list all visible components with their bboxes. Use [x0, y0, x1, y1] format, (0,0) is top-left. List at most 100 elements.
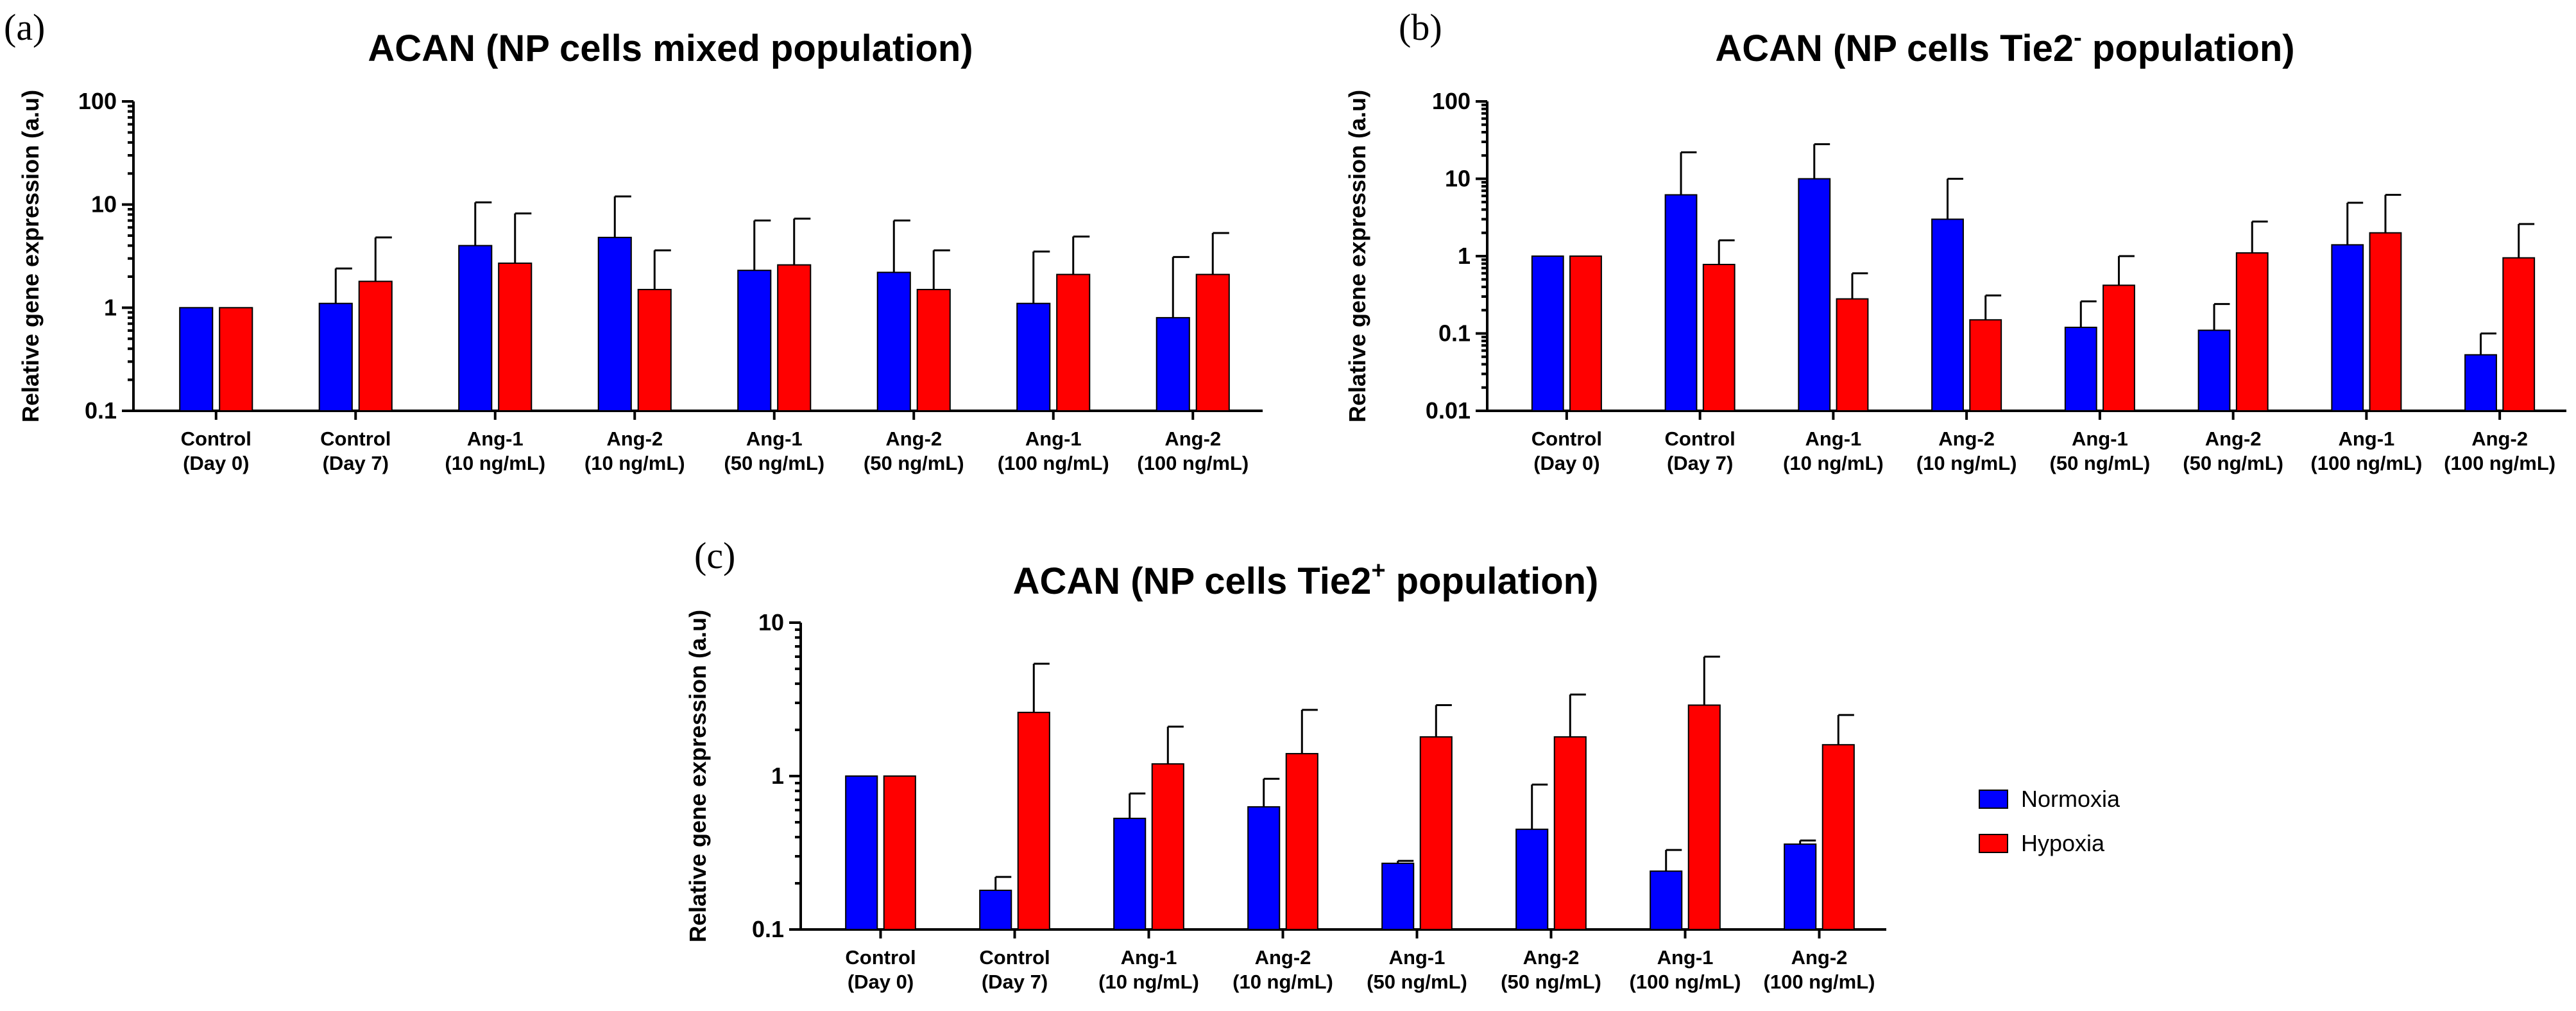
bar-a-normoxia-6 [1016, 302, 1051, 412]
x-tick-sublabel-a: (Day 7) [323, 452, 389, 474]
panel-label-b: (b) [1399, 6, 1442, 48]
chart-title-a: ACAN (NP cells mixed population) [368, 28, 973, 69]
x-tick-label-a: Ang-1 [1025, 428, 1082, 450]
x-tick-sublabel-a: (50 ng/mL) [864, 452, 964, 474]
x-tick-label-b: Control [1665, 428, 1736, 450]
x-tick-sublabel-c: (Day 0) [848, 971, 914, 993]
y-tick-label-c: 1 [771, 763, 784, 789]
bar-c-normoxia-2 [1113, 817, 1147, 930]
bar-c-normoxia-6 [1650, 870, 1683, 930]
x-tick-label-c: Ang-2 [1255, 946, 1311, 969]
plot-area-c: Relative gene expression (a.u) 0.1 1 10 Cont… [685, 609, 1886, 993]
x-tick-sublabel-a: (10 ng/mL) [584, 452, 685, 474]
y-tick-label-b: 10 [1445, 166, 1471, 192]
bar-b-normoxia-1 [1664, 194, 1698, 411]
y-tick-label-a: 100 [78, 88, 117, 114]
bar-b-hypoxia-6 [2369, 232, 2402, 411]
bar-a-hypoxia-1 [358, 281, 393, 411]
bar-a-hypoxia-0 [219, 307, 253, 412]
x-tick-label-a: Ang-2 [606, 428, 663, 450]
chart-title-b: ACAN (NP cells Tie2- population) [1715, 24, 2294, 69]
plot-area-b: Relative gene expression (a.u) 0.01 0.1 1 10… [1344, 88, 2566, 474]
x-tick-label-c: Control [845, 946, 916, 969]
bar-b-hypoxia-7 [2502, 257, 2536, 411]
bar-c-normoxia-7 [1784, 843, 1817, 930]
x-tick-sublabel-b: (Day 0) [1533, 452, 1599, 474]
bar-a-hypoxia-3 [637, 289, 672, 412]
x-tick-sublabel-b: (10 ng/mL) [1783, 452, 1884, 474]
y-axis-label-a: Relative gene expression (a.u) [17, 90, 44, 422]
x-tick-sublabel-b: (Day 7) [1667, 452, 1733, 474]
bar-c-normoxia-1 [979, 889, 1012, 930]
bar-c-hypoxia-5 [1553, 736, 1587, 930]
x-tick-sublabel-c: (50 ng/mL) [1501, 971, 1601, 993]
y-tick-label-b: 0.1 [1438, 320, 1471, 347]
x-tick-label-a: Ang-2 [1164, 428, 1221, 450]
bar-a-normoxia-7 [1156, 316, 1190, 411]
legend-label-hypoxia: Hypoxia [2021, 830, 2105, 856]
bar-a-normoxia-3 [597, 236, 632, 411]
bar-a-normoxia-2 [458, 245, 493, 411]
bar-b-hypoxia-5 [2235, 252, 2269, 411]
bar-a-hypoxia-4 [777, 264, 812, 411]
x-tick-label-b: Ang-1 [2338, 428, 2394, 450]
bar-c-hypoxia-4 [1419, 736, 1453, 930]
chart-panel-a: (a) ACAN (NP cells mixed population) Rel… [4, 6, 1263, 474]
bar-a-hypoxia-5 [916, 289, 951, 412]
x-tick-label-c: Ang-1 [1657, 946, 1714, 969]
bar-b-hypoxia-1 [1702, 264, 1736, 411]
x-tick-sublabel-c: (Day 7) [982, 971, 1048, 993]
x-tick-sublabel-b: (50 ng/mL) [2050, 452, 2151, 474]
bar-a-normoxia-5 [876, 272, 911, 411]
legend: Normoxia Hypoxia [1979, 786, 2120, 856]
x-tick-sublabel-b: (10 ng/mL) [1916, 452, 2017, 474]
bar-c-hypoxia-1 [1017, 711, 1050, 931]
x-tick-sublabel-b: (50 ng/mL) [2183, 452, 2283, 474]
bar-c-hypoxia-2 [1151, 763, 1184, 930]
y-axis-label-c: Relative gene expression (a.u) [685, 610, 711, 942]
legend-swatch-hypoxia [1979, 834, 2008, 853]
x-tick-label-c: Ang-1 [1121, 946, 1177, 969]
y-tick-label-a: 0.1 [85, 397, 117, 424]
bar-a-hypoxia-6 [1056, 273, 1091, 412]
x-tick-label-c: Ang-1 [1389, 946, 1446, 969]
y-tick-label-c: 10 [758, 609, 784, 635]
bar-b-normoxia-6 [2331, 244, 2364, 411]
x-tick-sublabel-b: (100 ng/mL) [2444, 452, 2555, 474]
x-tick-label-a: Ang-2 [885, 428, 942, 450]
bar-b-hypoxia-2 [1836, 298, 1869, 411]
panel-label-a: (a) [4, 6, 45, 48]
bar-a-hypoxia-2 [498, 263, 533, 411]
bar-b-normoxia-0 [1531, 255, 1564, 411]
x-tick-sublabel-c: (10 ng/mL) [1233, 971, 1333, 993]
bar-b-hypoxia-0 [1569, 255, 1602, 411]
bar-c-hypoxia-3 [1285, 753, 1318, 931]
legend-label-normoxia: Normoxia [2021, 786, 2120, 812]
bar-c-hypoxia-7 [1821, 744, 1855, 930]
x-tick-sublabel-c: (10 ng/mL) [1098, 971, 1199, 993]
y-tick-label-c: 0.1 [752, 916, 784, 942]
bar-c-hypoxia-0 [883, 775, 916, 930]
bar-a-hypoxia-7 [1195, 273, 1230, 412]
bar-c-normoxia-3 [1247, 806, 1281, 931]
bar-c-normoxia-5 [1515, 828, 1549, 930]
bar-b-normoxia-5 [2197, 329, 2231, 412]
x-tick-label-c: Ang-2 [1791, 946, 1848, 969]
bar-b-hypoxia-4 [2103, 284, 2135, 411]
bar-c-normoxia-0 [845, 775, 878, 930]
bar-b-normoxia-2 [1798, 178, 1831, 411]
x-tick-sublabel-a: (Day 0) [183, 452, 249, 474]
panel-label-c: (c) [694, 535, 735, 576]
bar-a-normoxia-0 [179, 307, 214, 412]
bar-c-hypoxia-6 [1687, 704, 1721, 931]
plot-area-a: Relative gene expression (a.u) 0.1 1 10 100 C… [17, 88, 1263, 474]
chart-title-c: ACAN (NP cells Tie2+ population) [1013, 557, 1599, 602]
x-tick-label-a: Ang-1 [467, 428, 524, 450]
x-tick-sublabel-c: (100 ng/mL) [1764, 971, 1875, 993]
x-tick-label-c: Control [979, 946, 1050, 969]
x-tick-label-a: Control [181, 428, 252, 450]
x-tick-label-a: Control [320, 428, 391, 450]
y-tick-label-b: 100 [1432, 88, 1471, 114]
x-tick-sublabel-a: (50 ng/mL) [724, 452, 824, 474]
